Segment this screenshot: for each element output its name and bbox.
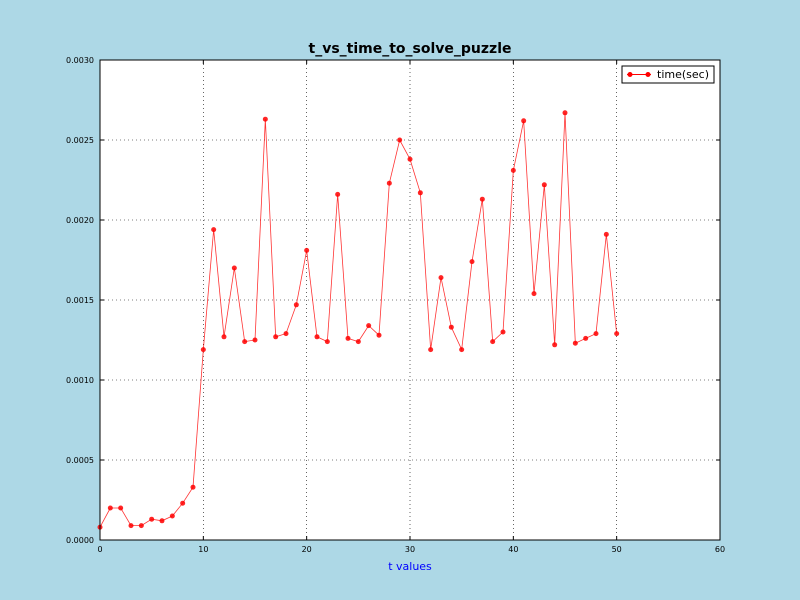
y-tick-labels: 0.0000 0.0005 0.0010 0.0015 0.0020 0.0025 0.00… bbox=[66, 56, 94, 545]
legend-marker bbox=[627, 72, 633, 77]
data-point bbox=[221, 334, 227, 340]
data-point bbox=[572, 340, 578, 346]
x-tick-label: 40 bbox=[508, 545, 518, 554]
data-point bbox=[118, 505, 124, 511]
data-point bbox=[314, 334, 320, 340]
data-point bbox=[376, 332, 382, 338]
x-tick-label: 30 bbox=[405, 545, 415, 554]
data-point bbox=[593, 331, 599, 337]
data-point bbox=[562, 110, 568, 116]
y-tick-label: 0.0015 bbox=[66, 296, 94, 305]
data-point bbox=[283, 331, 289, 337]
data-point bbox=[521, 118, 527, 124]
data-point bbox=[304, 247, 310, 253]
data-point bbox=[190, 484, 196, 490]
data-point bbox=[169, 513, 175, 519]
x-tick-label: 50 bbox=[612, 545, 622, 554]
data-point bbox=[242, 339, 248, 345]
data-point bbox=[552, 342, 558, 348]
data-point bbox=[159, 518, 165, 524]
data-point bbox=[138, 523, 144, 529]
axis-ticks bbox=[99, 59, 721, 541]
y-tick-label: 0.0000 bbox=[66, 536, 94, 545]
y-tick-label: 0.0030 bbox=[66, 56, 94, 65]
data-point bbox=[438, 275, 444, 281]
data-point bbox=[262, 116, 268, 122]
x-tick-label: 60 bbox=[715, 545, 725, 554]
y-tick-label: 0.0025 bbox=[66, 136, 94, 145]
data-point bbox=[531, 291, 537, 297]
legend-label: time(sec) bbox=[657, 68, 709, 81]
x-tick-label: 10 bbox=[198, 545, 208, 554]
data-point bbox=[128, 523, 134, 529]
x-tick-label: 0 bbox=[97, 545, 102, 554]
data-point bbox=[355, 339, 361, 345]
data-point bbox=[273, 334, 279, 340]
data-point bbox=[149, 516, 155, 522]
data-point bbox=[293, 302, 299, 308]
data-point bbox=[417, 190, 423, 196]
legend: time(sec) bbox=[621, 65, 715, 84]
data-point bbox=[397, 137, 403, 143]
data-point bbox=[252, 337, 258, 343]
series-layer bbox=[97, 110, 620, 530]
data-point bbox=[603, 231, 609, 237]
data-point bbox=[335, 191, 341, 197]
data-point bbox=[479, 196, 485, 202]
data-point bbox=[459, 347, 465, 353]
chart-title: t_vs_time_to_solve_puzzle bbox=[309, 41, 512, 57]
grid-lines bbox=[100, 60, 720, 540]
data-point bbox=[180, 500, 186, 506]
data-point bbox=[200, 347, 206, 353]
x-tick-label: 20 bbox=[302, 545, 312, 554]
legend-marker bbox=[645, 72, 651, 77]
data-point bbox=[428, 347, 434, 353]
data-point bbox=[510, 167, 516, 173]
y-tick-label: 0.0010 bbox=[66, 376, 94, 385]
data-point bbox=[324, 339, 330, 345]
data-point bbox=[231, 265, 237, 271]
data-point bbox=[366, 323, 372, 329]
data-point bbox=[386, 180, 392, 186]
x-axis-label: t values bbox=[388, 560, 432, 573]
data-point bbox=[345, 335, 351, 341]
legend-box bbox=[621, 65, 715, 84]
data-point bbox=[583, 335, 589, 341]
data-point bbox=[407, 156, 413, 162]
data-point bbox=[107, 505, 113, 511]
data-point bbox=[541, 182, 547, 188]
data-point bbox=[469, 259, 475, 265]
y-tick-label: 0.0020 bbox=[66, 216, 94, 225]
x-tick-labels: 0 10 20 30 40 50 60 bbox=[97, 545, 725, 554]
data-point bbox=[211, 227, 217, 233]
data-point bbox=[448, 324, 454, 330]
y-tick-label: 0.0005 bbox=[66, 456, 94, 465]
data-point bbox=[490, 339, 496, 345]
data-point bbox=[500, 329, 506, 335]
data-point bbox=[614, 331, 620, 337]
